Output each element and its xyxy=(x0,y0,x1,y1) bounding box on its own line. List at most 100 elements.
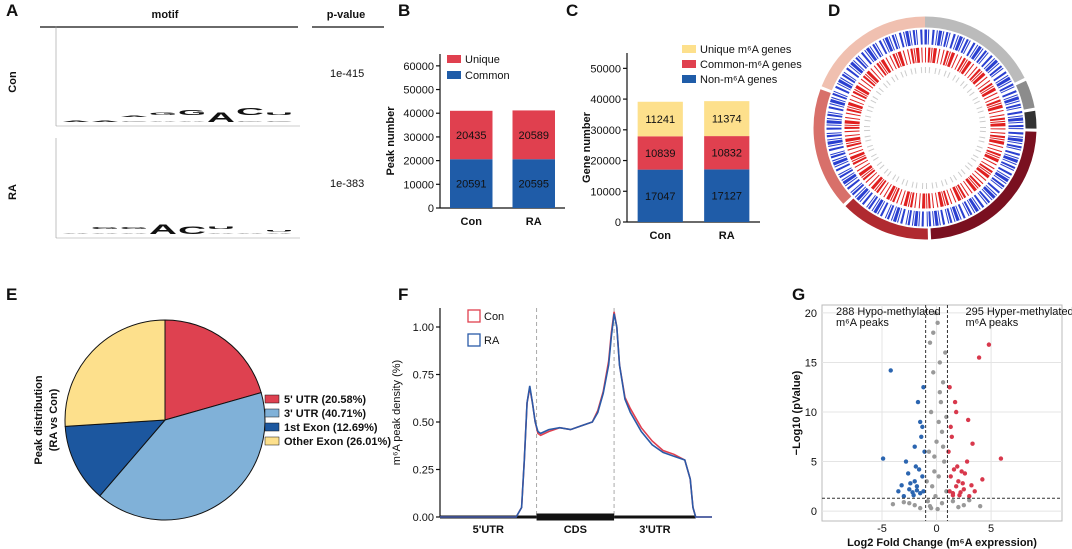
point xyxy=(940,444,946,449)
point xyxy=(925,498,931,504)
y-tick-label: 0.25 xyxy=(413,465,434,477)
point xyxy=(947,385,952,390)
legend-swatch xyxy=(447,55,461,63)
y-tick-label: 50000 xyxy=(403,85,434,97)
x-tick-label: -5 xyxy=(877,523,887,535)
y-tick-label: 0.75 xyxy=(413,370,434,382)
logo-letter: C xyxy=(178,224,206,237)
circos-segment xyxy=(813,16,1037,240)
point xyxy=(949,434,955,439)
point xyxy=(914,484,920,489)
logo-letter: A xyxy=(207,111,238,126)
data-label: 17047 xyxy=(645,191,676,203)
legend-label: 5' UTR (20.58%) xyxy=(284,394,366,406)
point xyxy=(934,439,939,444)
legend-swatch xyxy=(447,71,461,79)
y-tick-label: 20000 xyxy=(590,156,621,168)
point xyxy=(956,479,961,484)
point xyxy=(910,490,915,495)
y-tick-label: 10000 xyxy=(403,179,434,191)
point xyxy=(939,500,945,506)
point xyxy=(926,449,932,454)
bar-segment xyxy=(512,110,555,160)
point xyxy=(955,464,960,469)
y-tick-label: 40000 xyxy=(403,108,434,120)
region-label: CDS xyxy=(564,524,587,536)
point xyxy=(917,419,923,425)
point xyxy=(950,493,956,498)
bar-segment xyxy=(450,159,493,208)
legend-label: Common-m⁶A genes xyxy=(700,59,802,71)
plot-area xyxy=(821,304,1063,522)
point xyxy=(931,370,936,375)
y-axis-title: m⁶A peak density (%) xyxy=(391,360,403,465)
logo-letter: G xyxy=(236,121,268,122)
legend-label: Con xyxy=(484,311,504,323)
y-tick-label: 5 xyxy=(811,457,817,469)
y-tick-label: 1.00 xyxy=(413,322,434,334)
point xyxy=(972,489,977,494)
point xyxy=(919,434,924,439)
point xyxy=(947,489,952,494)
legend-label: Other Exon (26.01%) xyxy=(284,436,391,448)
point xyxy=(953,484,959,489)
legend-label: Common xyxy=(465,70,510,82)
data-label: 20589 xyxy=(518,130,549,142)
point xyxy=(914,488,920,493)
point xyxy=(907,487,912,492)
legend-swatch xyxy=(682,75,696,83)
logo-letter: A xyxy=(207,233,242,234)
y-tick-label: 0 xyxy=(811,506,817,518)
y-tick-label: 40000 xyxy=(590,94,621,106)
panel-label: A xyxy=(6,1,18,20)
x-tick-label: 0 xyxy=(933,523,939,535)
point xyxy=(952,399,958,405)
logo-letter: C xyxy=(236,106,265,118)
point xyxy=(932,454,937,459)
data-label: 20591 xyxy=(456,179,487,191)
panel-label: B xyxy=(398,1,410,20)
logo-letter: U xyxy=(265,230,299,232)
point xyxy=(969,483,974,488)
y-tick-label: 20 xyxy=(805,308,817,320)
point xyxy=(920,474,925,479)
y-axis-title: Gene number xyxy=(581,111,593,183)
x-tick-label: RA xyxy=(719,230,735,242)
point xyxy=(915,399,921,405)
point xyxy=(933,310,938,316)
y-tick-label: 10000 xyxy=(590,186,621,198)
logo-letter: G xyxy=(178,110,208,117)
y-axis-title: Peak distribution xyxy=(33,375,45,465)
legend-swatch xyxy=(264,436,280,446)
y-axis-title: Peak number xyxy=(385,106,397,176)
row-label: Con xyxy=(7,71,19,93)
point xyxy=(927,340,933,345)
point xyxy=(912,479,917,484)
panel-label: F xyxy=(398,285,408,304)
point xyxy=(888,368,893,373)
region-label: 3'UTR xyxy=(639,524,670,536)
point xyxy=(939,429,945,435)
legend-swatch xyxy=(264,394,280,404)
point xyxy=(950,498,956,504)
y-tick-label: 20000 xyxy=(403,156,434,168)
logo-letter: U xyxy=(265,112,294,116)
legend-label: 1st Exon (12.69%) xyxy=(284,422,378,434)
y-tick-label: 0.00 xyxy=(413,512,434,524)
logo-letter: A xyxy=(120,233,155,234)
y-tick-label: 15 xyxy=(805,357,817,369)
point xyxy=(901,494,907,499)
region-label: 5'UTR xyxy=(473,524,504,536)
logo-letter: A xyxy=(120,116,154,118)
circos xyxy=(813,16,1037,240)
point xyxy=(951,467,957,472)
point xyxy=(976,355,982,360)
point xyxy=(921,385,926,390)
point xyxy=(941,459,947,464)
x-tick-label: RA xyxy=(526,216,542,228)
data-label: 10839 xyxy=(645,148,676,160)
legend-label: Unique xyxy=(465,54,500,66)
panel-label: D xyxy=(828,1,840,20)
circos-segment xyxy=(813,16,1037,240)
